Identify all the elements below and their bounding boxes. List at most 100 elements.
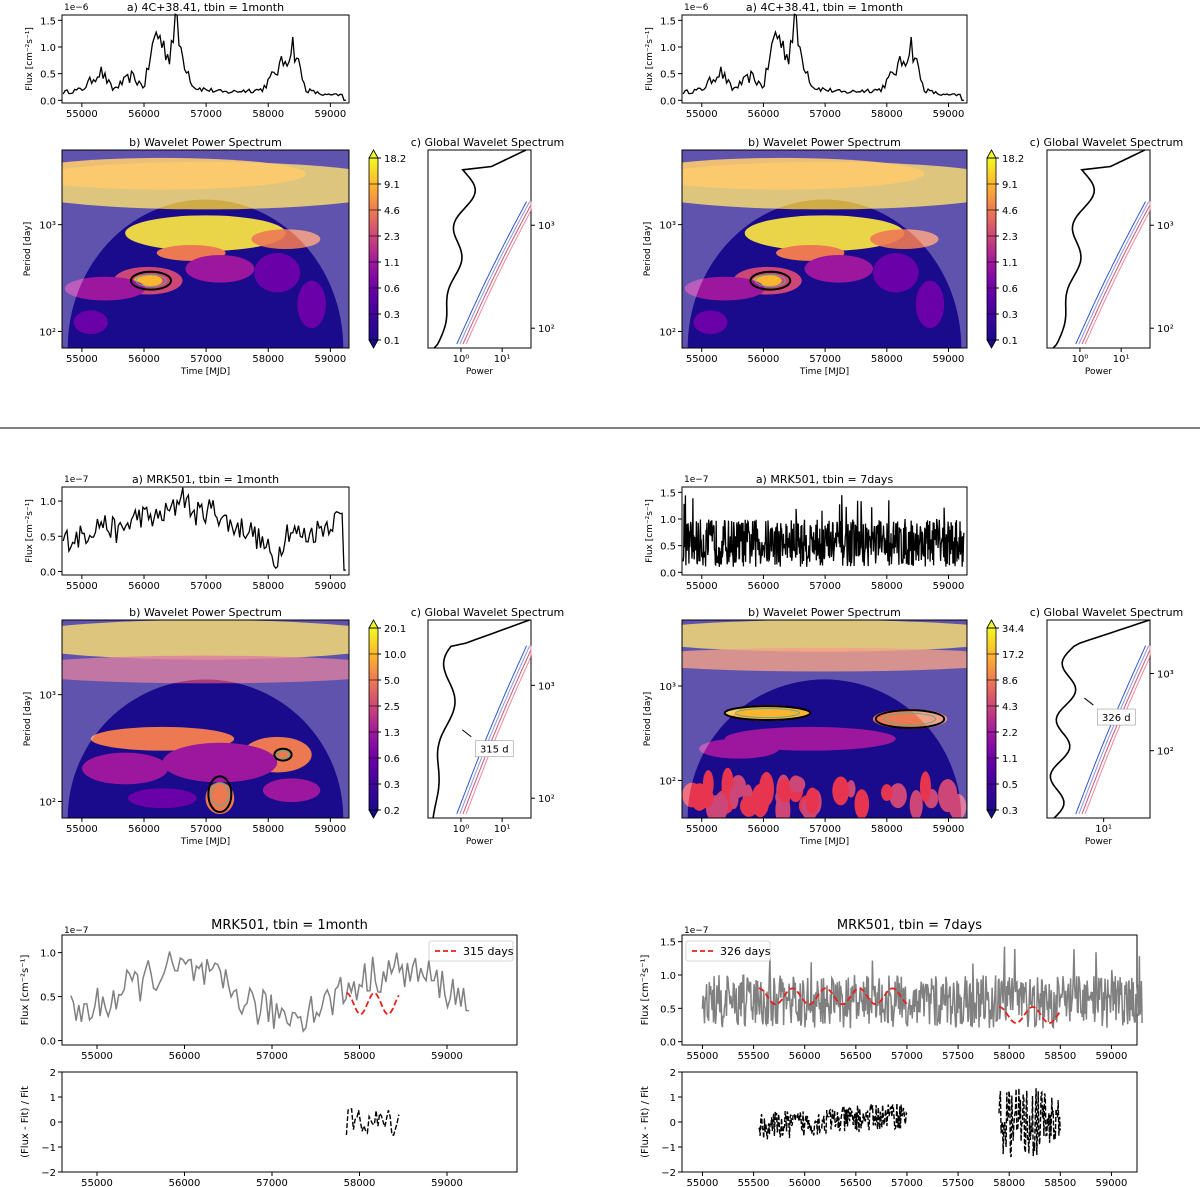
gws-ytick-label: 10² (538, 324, 555, 335)
significance-curve (459, 201, 531, 345)
fit-exponent: 1e−7 (684, 926, 709, 936)
wps-ytick-label: 10² (39, 797, 56, 808)
colorbar-label: 8.6 (1002, 676, 1018, 687)
colorbar-label: 9.1 (1002, 180, 1018, 191)
residual-axes (61, 1071, 518, 1173)
significance-contour (874, 709, 946, 729)
res-ytick-label: −1 (661, 1143, 676, 1154)
power-region (205, 782, 235, 815)
wps-ytick-label: 10² (659, 776, 676, 787)
wavelet-ylabel: Period [day] (23, 222, 33, 277)
fit-xtick-label: 56000 (789, 1051, 821, 1062)
gws-xtick-label: 10¹ (494, 824, 511, 835)
global-spectrum-curve (1052, 149, 1146, 349)
gws-ytick-label: 10³ (1157, 221, 1174, 232)
power-region (872, 252, 919, 293)
lc-xtick-label: 57000 (190, 581, 222, 592)
legend-label: 326 days (720, 945, 771, 958)
significance-contour (135, 274, 167, 287)
significance-curve (1078, 201, 1150, 345)
colorbar-label: 0.6 (384, 754, 400, 765)
wps-xtick-label: 59000 (933, 354, 965, 365)
significance-contour (129, 270, 173, 291)
lightcurve-title: a) MRK501, tbin = 7days (756, 473, 894, 486)
lightcurve-exponent: 1e−6 (684, 3, 709, 13)
global-spectrum-axes (427, 149, 532, 349)
res-ytick-label: −2 (41, 1168, 56, 1179)
colorbar-label: 10.0 (384, 650, 406, 661)
power-region (915, 280, 945, 329)
wavelet-ylabel: Period [day] (643, 692, 653, 747)
wps-ytick-label: 10³ (659, 682, 676, 693)
colorbar-label: 20.1 (384, 624, 406, 635)
cone-of-influence (62, 620, 349, 818)
lc-ytick-label: 0.0 (40, 567, 56, 578)
cone-of-influence (682, 620, 967, 818)
lightcurve-title: a) MRK501, tbin = 1month (132, 473, 279, 486)
significance-curve (1081, 645, 1151, 815)
wavelet-title: b) Wavelet Power Spectrum (129, 136, 282, 149)
res-xtick-label: 59000 (431, 1178, 463, 1187)
power-region (254, 252, 301, 293)
significance-curve (459, 645, 531, 815)
wps-ytick-label: 10³ (659, 221, 676, 232)
colorbar-label: 4.6 (1002, 206, 1018, 217)
lc-xtick-label: 55000 (66, 581, 98, 592)
colorbar-bottom-arrow (368, 339, 379, 349)
wavelet-map (62, 620, 349, 818)
lc-xtick-label: 57000 (809, 581, 841, 592)
colorbar-top-arrow (368, 619, 379, 629)
lightcurve-axes (61, 486, 350, 576)
global-spectrum-xlabel: Power (1085, 367, 1113, 377)
wavelet-ylabel: Period [day] (643, 222, 653, 277)
res-ytick-label: 0 (670, 1118, 676, 1129)
fit-ylabel: Flux [cm⁻²s⁻¹] (20, 955, 31, 1026)
fit-xtick-label: 59000 (1096, 1051, 1128, 1062)
global-spectrum-axes (427, 619, 532, 819)
colorbar-label: 2.3 (384, 232, 400, 243)
power-region (804, 254, 873, 283)
lc-ytick-label: 0.0 (40, 96, 56, 107)
cone-of-influence (682, 150, 967, 348)
legend-box (428, 940, 514, 962)
fit-ytick-label: 0.5 (660, 1004, 676, 1015)
significance-curve (462, 645, 532, 815)
fit-data-line (70, 951, 469, 1033)
wavelet-axes (61, 149, 350, 349)
residual-ylabel: (Flux - Fit) / Fit (20, 1086, 31, 1158)
wps-xtick-label: 58000 (871, 354, 903, 365)
wps-ytick-label: 10² (39, 327, 56, 338)
fit-model-line (999, 1006, 1062, 1024)
power-region (682, 647, 967, 672)
power-region (789, 776, 806, 793)
power-region (854, 789, 870, 818)
lightcurve-ylabel: Flux [cm⁻²s⁻¹] (25, 499, 35, 563)
gws-ytick-label: 10³ (538, 221, 555, 232)
fit-xtick-label: 59000 (431, 1051, 463, 1062)
lightcurve-title: a) 4C+38.41, tbin = 1month (127, 1, 284, 14)
gws-ytick-label: 10² (1157, 324, 1174, 335)
colorbar-label: 1.1 (384, 258, 400, 269)
power-region (162, 742, 278, 783)
lc-ytick-label: 1.5 (660, 488, 676, 499)
significance-curve (1078, 645, 1150, 815)
res-xtick-label: 56000 (169, 1178, 201, 1187)
fit-axes (61, 934, 518, 1046)
power-region (82, 752, 169, 785)
legend-label: 315 days (463, 945, 514, 958)
lightcurve-axes (681, 14, 968, 104)
colorbar-top-arrow (986, 619, 997, 629)
lc-ytick-label: 1.0 (660, 43, 676, 54)
gws-xtick-label: 10⁰ (453, 354, 470, 365)
res-xtick-label: 58000 (993, 1178, 1025, 1187)
wps-xtick-label: 55000 (686, 824, 718, 835)
wavelet-title: b) Wavelet Power Spectrum (748, 606, 901, 619)
residual-line (758, 1103, 908, 1140)
res-ytick-label: 0 (50, 1118, 56, 1129)
significance-curve (465, 645, 532, 815)
colorbar-label: 5.0 (384, 676, 400, 687)
wavelet-map (682, 150, 967, 348)
wps-ytick-label: 10² (659, 327, 676, 338)
significance-contour (883, 712, 937, 726)
